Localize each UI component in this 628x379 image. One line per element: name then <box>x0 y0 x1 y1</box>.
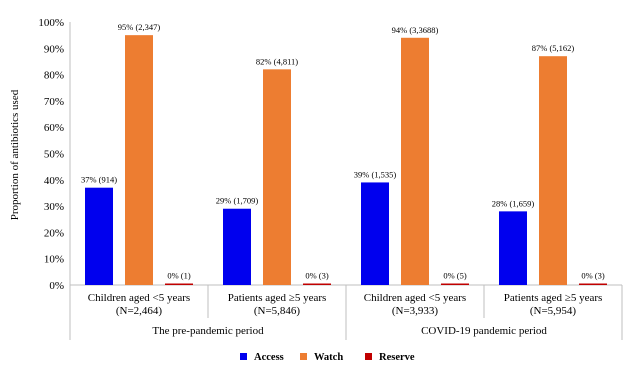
legend: Access Watch Reserve <box>240 352 415 363</box>
bar-reserve <box>579 283 607 285</box>
y-tick-label: 20% <box>44 227 64 239</box>
bar-watch <box>263 69 291 285</box>
bar-reserve <box>303 283 331 285</box>
data-label: 29% (1,709) <box>216 196 259 206</box>
y-tick-label: 80% <box>44 70 64 82</box>
category-n-label: (N=5,846) <box>254 305 301 317</box>
y-tick-label: 30% <box>44 201 64 213</box>
data-label: 0% (3) <box>305 271 329 281</box>
data-label: 37% (914) <box>81 175 117 185</box>
y-tick-label: 100% <box>38 17 64 29</box>
data-label: 87% (5,162) <box>532 43 575 53</box>
bars <box>85 35 607 286</box>
axes: 0% 10% 20% 30% 40% 50% 60% 70% 80% 90% 100% <box>38 17 622 292</box>
period-label: COVID-19 pandemic period <box>421 325 547 337</box>
legend-swatch-watch <box>300 353 307 360</box>
legend-label-reserve: Reserve <box>379 352 415 363</box>
y-tick-label: 50% <box>44 149 64 161</box>
category-label: Patients aged ≥5 years <box>228 292 327 304</box>
y-tick-label: 40% <box>44 175 64 187</box>
bar-access <box>85 187 113 285</box>
y-tick-label: 0% <box>49 280 64 292</box>
legend-label-watch: Watch <box>314 352 343 363</box>
y-tick-label: 10% <box>44 254 64 266</box>
category-n-label: (N=3,933) <box>392 305 439 317</box>
bar-reserve <box>165 283 193 285</box>
bar-watch <box>401 37 429 285</box>
bar-reserve <box>441 283 469 285</box>
category-label: Children aged <5 years <box>364 292 466 304</box>
data-label: 0% (3) <box>581 271 605 281</box>
bar-access <box>223 208 251 285</box>
data-label: 95% (2,347) <box>118 22 161 32</box>
y-tick-label: 60% <box>44 122 64 134</box>
bar-access <box>361 182 389 285</box>
bar-watch <box>125 35 153 286</box>
category-label: Children aged <5 years <box>88 292 190 304</box>
x-axis: Children aged <5 years(N=2,464)Patients … <box>69 285 623 340</box>
bar-watch <box>539 56 567 285</box>
y-tick-label: 90% <box>44 43 64 55</box>
category-n-label: (N=5,954) <box>530 305 577 317</box>
category-n-label: (N=2,464) <box>116 305 163 317</box>
category-label: Patients aged ≥5 years <box>504 292 603 304</box>
data-label: 0% (5) <box>443 271 467 281</box>
data-labels: 37% (914) 95% (2,347) 0% (1) 29% (1,709) 82%… <box>81 22 605 280</box>
y-tick-label: 70% <box>44 96 64 108</box>
data-label: 0% (1) <box>167 271 191 281</box>
data-label: 39% (1,535) <box>354 169 397 179</box>
y-axis-label: Proportion of antibiotics used <box>9 89 21 220</box>
legend-label-access: Access <box>254 352 284 363</box>
data-label: 94% (3,3688) <box>392 25 439 35</box>
legend-swatch-reserve <box>365 353 372 360</box>
legend-swatch-access <box>240 353 247 360</box>
bar-access <box>499 211 527 285</box>
period-label: The pre-pandemic period <box>152 325 264 337</box>
data-label: 82% (4,811) <box>256 56 298 66</box>
data-label: 28% (1,659) <box>492 198 535 208</box>
